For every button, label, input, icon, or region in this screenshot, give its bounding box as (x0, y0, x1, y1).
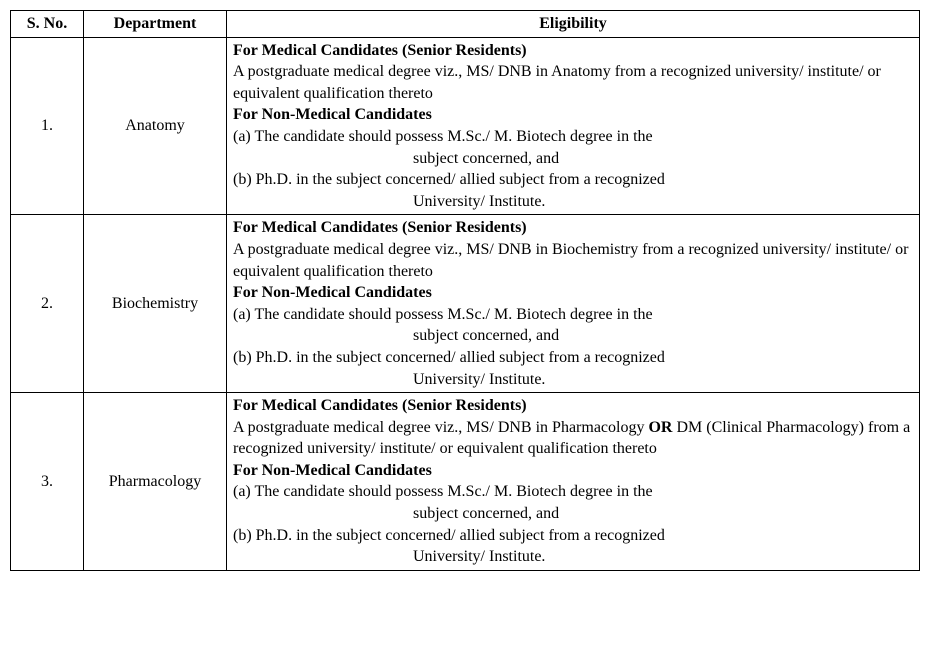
nonmed-b-sub: University/ Institute. (233, 546, 913, 568)
med-heading: For Medical Candidates (Senior Residents… (233, 42, 527, 59)
med-text: A postgraduate medical degree viz., MS/ … (233, 63, 881, 102)
table-row: 1. Anatomy For Medical Candidates (Senio… (11, 37, 920, 215)
cell-sno: 1. (11, 37, 84, 215)
med-heading: For Medical Candidates (Senior Residents… (233, 219, 527, 236)
cell-eligibility: For Medical Candidates (Senior Residents… (227, 37, 920, 215)
med-text-bold: OR (648, 419, 672, 436)
table-row: 3. Pharmacology For Medical Candidates (… (11, 393, 920, 571)
eligibility-table: S. No. Department Eligibility 1. Anatomy… (10, 10, 920, 571)
col-department: Department (84, 11, 227, 38)
cell-eligibility: For Medical Candidates (Senior Residents… (227, 393, 920, 571)
nonmed-b-sub: University/ Institute. (233, 369, 913, 391)
nonmed-b: (b) Ph.D. in the subject concerned/ alli… (233, 171, 665, 188)
cell-department: Anatomy (84, 37, 227, 215)
nonmed-a-sub: subject concerned, and (233, 503, 913, 525)
cell-eligibility: For Medical Candidates (Senior Residents… (227, 215, 920, 393)
nonmed-a: (a) The candidate should possess M.Sc./ … (233, 128, 653, 145)
nonmed-a: (a) The candidate should possess M.Sc./ … (233, 483, 653, 500)
med-text-prefix: A postgraduate medical degree viz., MS/ … (233, 419, 648, 436)
nonmed-b: (b) Ph.D. in the subject concerned/ alli… (233, 349, 665, 366)
cell-sno: 3. (11, 393, 84, 571)
med-heading: For Medical Candidates (Senior Residents… (233, 397, 527, 414)
table-header-row: S. No. Department Eligibility (11, 11, 920, 38)
nonmed-a-sub: subject concerned, and (233, 148, 913, 170)
nonmed-a: (a) The candidate should possess M.Sc./ … (233, 306, 653, 323)
nonmed-heading: For Non-Medical Candidates (233, 462, 432, 479)
nonmed-heading: For Non-Medical Candidates (233, 106, 432, 123)
col-eligibility: Eligibility (227, 11, 920, 38)
cell-department: Biochemistry (84, 215, 227, 393)
med-text: A postgraduate medical degree viz., MS/ … (233, 241, 908, 280)
nonmed-a-sub: subject concerned, and (233, 325, 913, 347)
col-sno: S. No. (11, 11, 84, 38)
cell-sno: 2. (11, 215, 84, 393)
table-row: 2. Biochemistry For Medical Candidates (… (11, 215, 920, 393)
nonmed-b: (b) Ph.D. in the subject concerned/ alli… (233, 527, 665, 544)
nonmed-b-sub: University/ Institute. (233, 191, 913, 213)
cell-department: Pharmacology (84, 393, 227, 571)
nonmed-heading: For Non-Medical Candidates (233, 284, 432, 301)
